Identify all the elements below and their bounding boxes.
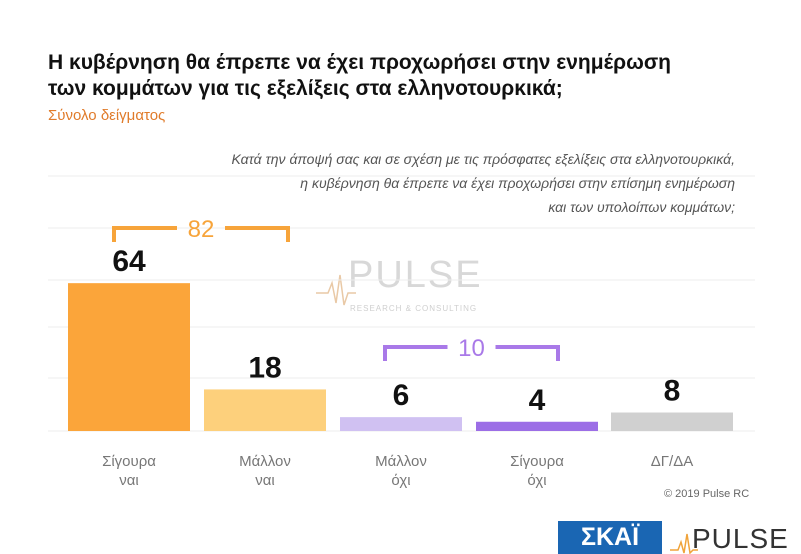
bracket-right <box>495 345 560 361</box>
question-line-3: και των υπολοίπων κομμάτων; <box>548 199 735 215</box>
bracket-right <box>225 226 290 242</box>
chart-subtitle: Σύνολο δείγματος <box>48 107 166 124</box>
bracket: 10 <box>383 335 560 362</box>
pulse-logo-wave-icon <box>670 533 698 554</box>
bar <box>340 417 462 431</box>
category-label: Σίγουρα <box>102 453 156 470</box>
value-label: 4 <box>529 384 546 417</box>
chart-title: Η κυβέρνηση θα έπρεπε να έχει προχωρήσει… <box>48 50 768 102</box>
bar <box>611 412 733 431</box>
category-label: Μάλλον <box>375 453 427 470</box>
question-line-2: η κυβέρνηση θα έπρεπε να έχει προχωρήσει… <box>300 175 735 191</box>
title-line-1: Η κυβέρνηση θα έπρεπε να έχει προχωρήσει… <box>48 51 672 74</box>
bracket-left <box>383 345 448 361</box>
value-label: 8 <box>664 375 681 408</box>
watermark-tagline: RESEARCH & CONSULTING <box>350 304 477 313</box>
category-label: ΔΓ/ΔΑ <box>651 453 693 470</box>
question-line-1: Κατά την άποψή σας και σε σχέση με τις π… <box>231 151 735 167</box>
category-label: Μάλλον <box>239 453 291 470</box>
bracket: 82 <box>112 216 290 243</box>
skai-logo: ΣΚΑΪ <box>558 521 662 554</box>
value-label: 64 <box>112 245 146 278</box>
pulse-logo-text: PULSE <box>692 523 789 554</box>
pulse-logo: PULSE <box>670 523 789 554</box>
pulse-wave-icon <box>316 274 356 306</box>
category-label: όχι <box>527 472 546 489</box>
bar <box>68 283 190 431</box>
category-labels: Σίγουρα ναι Μάλλον ναι Μάλλον όχι Σίγουρα όχι ΔΓ… <box>102 453 693 489</box>
bracket-label: 10 <box>458 335 485 362</box>
bracket-left <box>112 226 177 242</box>
category-label: ναι <box>255 472 275 489</box>
bracket-annotations: 82 10 <box>112 216 560 362</box>
pulse-watermark-logo: PULSE RESEARCH & CONSULTING <box>316 255 483 313</box>
value-label: 18 <box>248 351 281 384</box>
category-label: ναι <box>119 472 139 489</box>
survey-question: Κατά την άποψή σας και σε σχέση με τις π… <box>95 147 735 219</box>
copyright-text: © 2019 Pulse RC <box>664 488 750 500</box>
bar <box>204 389 326 431</box>
value-label: 6 <box>393 379 410 412</box>
bracket-label: 82 <box>188 216 215 243</box>
bar <box>476 421 598 431</box>
title-line-2: των κομμάτων για τις εξελίξεις στα ελλην… <box>48 77 563 100</box>
category-label: όχι <box>391 472 410 489</box>
bars <box>68 283 733 431</box>
category-label: Σίγουρα <box>510 453 564 470</box>
watermark-brand: PULSE <box>348 255 483 296</box>
